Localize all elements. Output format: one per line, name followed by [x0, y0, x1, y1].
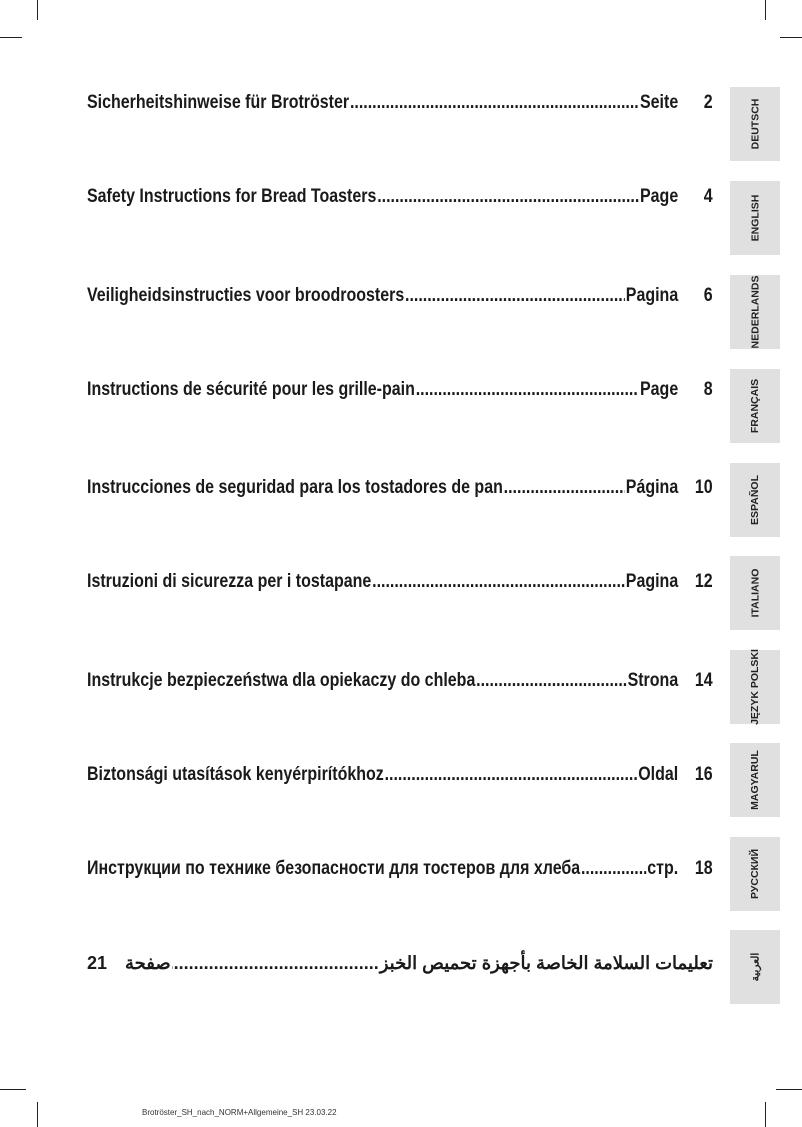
crop-mark [0, 1089, 26, 1090]
language-tab[interactable]: ITALIANO [730, 556, 780, 630]
page-number: 6 [703, 284, 713, 306]
page-number: 2 [703, 91, 713, 113]
page-number: 18 [694, 857, 713, 879]
toc-entry[interactable]: Инструкции по технике безопасности для т… [87, 855, 713, 881]
toc-entry[interactable]: Biztonsági utasítások kenyérpirítókhoz Ol… [87, 761, 713, 787]
toc-entry[interactable]: تعليمات السلامة الخاصة بأجهزة تحميص الخب… [87, 950, 713, 976]
page-label: Pagina [625, 284, 679, 306]
toc-title: Instrucciones de seguridad para los tost… [87, 476, 503, 498]
dot-leader [377, 183, 639, 209]
language-tab[interactable]: ESPAÑOL [730, 463, 780, 537]
toc-title: Safety Instructions for Bread Toasters [87, 185, 377, 207]
toc-title: Instrukcje bezpieczeństwa dla opiekaczy … [87, 669, 476, 691]
language-tab-label: JĘZYK POLSKI [749, 649, 762, 725]
language-tab[interactable]: JĘZYK POLSKI [730, 649, 780, 725]
page-label: стр. [647, 857, 679, 879]
page-label: Página [625, 476, 679, 498]
dot-leader [385, 761, 638, 787]
language-tab-label: ITALIANO [749, 568, 761, 618]
page-number: 8 [703, 378, 713, 400]
language-tab[interactable]: ENGLISH [730, 181, 780, 255]
toc-title: Instructions de sécurité pour les grille… [87, 378, 415, 400]
crop-mark [765, 1102, 766, 1127]
dot-leader [581, 855, 646, 881]
language-tab-label: DEUTSCH [749, 98, 762, 150]
language-tab[interactable]: DEUTSCH [730, 87, 780, 161]
toc-title: Biztonsági utasítások kenyérpirítókhoz [87, 763, 384, 785]
crop-mark [0, 37, 22, 38]
toc-title: تعليمات السلامة الخاصة بأجهزة تحميص الخب… [379, 953, 713, 973]
footer-filename: Brotröster_SH_nach_NORM+Allgemeine_SH 23… [142, 1108, 337, 1117]
page-number: 16 [694, 763, 713, 785]
crop-mark [776, 1089, 802, 1090]
page-label: Page [640, 185, 679, 207]
page-number: 4 [703, 185, 713, 207]
language-tab-label: ENGLISH [748, 194, 761, 242]
crop-mark [37, 0, 38, 20]
dot-leader [372, 568, 625, 594]
crop-mark [780, 37, 802, 38]
language-tab-label: FRANÇAIS [749, 378, 761, 434]
toc-title: Инструкции по технике безопасности для т… [87, 857, 581, 879]
language-tab-label: MAGYARUL [749, 750, 762, 810]
toc-entry[interactable]: Instructions de sécurité pour les grille… [87, 376, 713, 402]
dot-leader [350, 89, 639, 115]
page-label: صفحة [125, 953, 171, 973]
language-tab[interactable]: MAGYARUL [730, 743, 780, 817]
toc-entry[interactable]: Istruzioni di sicurezza per i tostapane P… [87, 568, 713, 594]
toc-entry[interactable]: Safety Instructions for Bread Toasters Pa… [87, 183, 713, 209]
language-tab-label: РУССКИЙ [749, 848, 762, 900]
toc-entry[interactable]: Instrucciones de seguridad para los tost… [87, 474, 713, 500]
page-label: Page [640, 378, 679, 400]
toc-entry[interactable]: Veiligheidsinstructies voor broodrooster… [87, 282, 713, 308]
language-tab-label: ESPAÑOL [748, 475, 761, 525]
language-tab-label: NEDERLANDS [749, 275, 762, 349]
page-number: 21 [87, 953, 108, 973]
page-label: Pagina [625, 570, 679, 592]
toc-title: Sicherheitshinweise für Brotröster [87, 91, 350, 113]
toc-entry[interactable]: Sicherheitshinweise für Brotröster Seite 2 [87, 89, 713, 115]
page-label: Seite [640, 91, 679, 113]
dot-leader [172, 950, 379, 976]
toc-entry[interactable]: Instrukcje bezpieczeństwa dla opiekaczy … [87, 667, 713, 693]
language-tab[interactable]: NEDERLANDS [730, 275, 780, 349]
language-tab-label: العربية [748, 952, 761, 982]
page-label: Oldal [638, 763, 679, 785]
toc-title: Veiligheidsinstructies voor broodrooster… [87, 284, 405, 306]
dot-leader [416, 376, 639, 402]
crop-mark [37, 1102, 38, 1127]
toc-title: Istruzioni di sicurezza per i tostapane [87, 570, 372, 592]
page-number: 10 [694, 476, 713, 498]
language-tab[interactable]: РУССКИЙ [730, 837, 780, 911]
dot-leader [405, 282, 625, 308]
crop-mark [765, 0, 766, 20]
page-number: 14 [694, 669, 713, 691]
language-tab[interactable]: FRANÇAIS [730, 369, 780, 443]
language-tab[interactable]: العربية [730, 930, 780, 1004]
dot-leader [476, 667, 627, 693]
dot-leader [504, 474, 625, 500]
page-number: 12 [694, 570, 713, 592]
page-label: Strona [627, 669, 679, 691]
